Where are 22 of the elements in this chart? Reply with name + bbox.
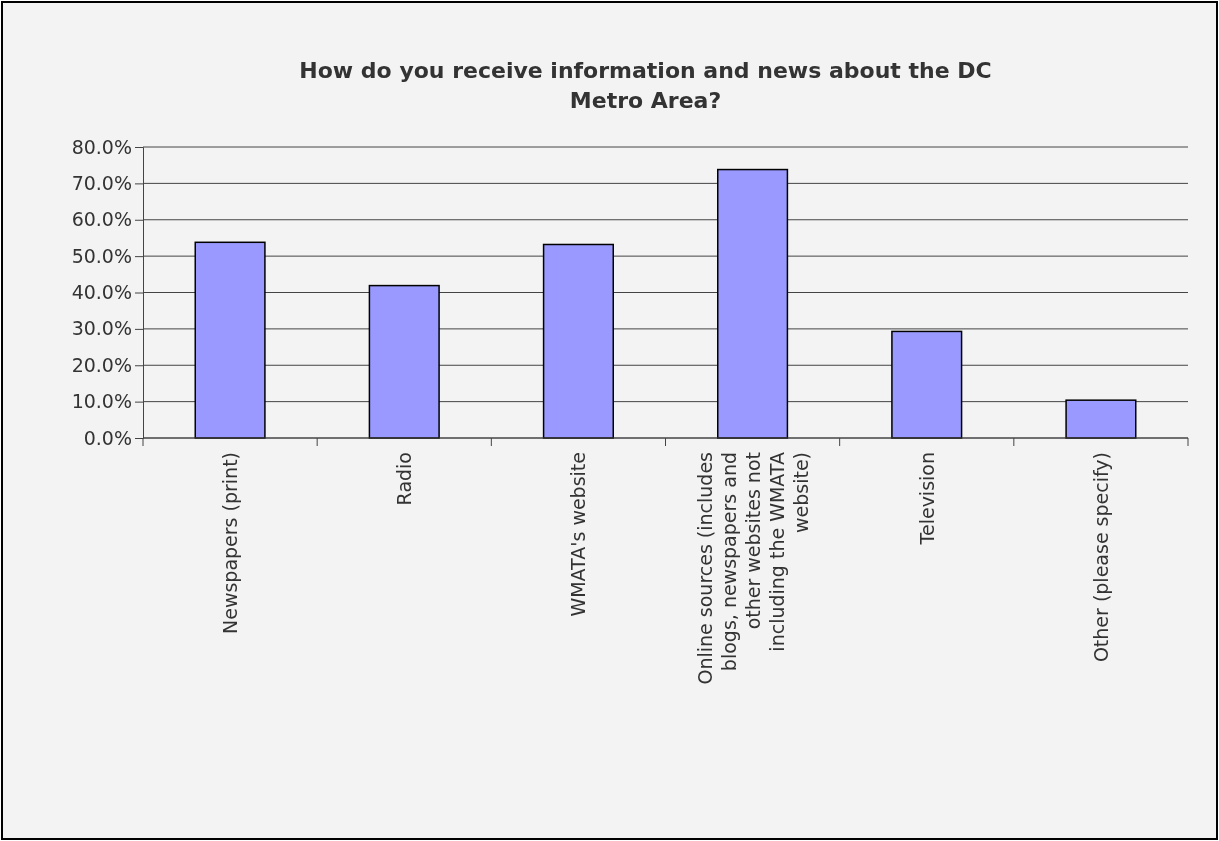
bar [891, 330, 963, 439]
y-tick-label: 70.0% [71, 171, 132, 194]
y-tick-label: 0.0% [83, 426, 132, 449]
bar [1065, 399, 1137, 439]
x-tick-label: Radio [393, 452, 416, 506]
x-tick-label: Newspapers (print) [219, 452, 242, 635]
x-tick-label: WMATA's website [567, 452, 590, 617]
x-tick-label: Other (please specify) [1089, 452, 1112, 663]
y-tick-label: 10.0% [71, 390, 132, 413]
chart-title: How do you receive information and news about the DC Metro Area? [299, 58, 992, 113]
y-tick-label: 50.0% [71, 244, 132, 267]
bar [542, 243, 614, 439]
bar [717, 168, 789, 439]
x-tick-label: Television [915, 452, 938, 546]
y-tick-label: 60.0% [71, 208, 132, 231]
x-tick-label: Online sources (includes blogs, newspapers and other websites not including the WMATA website) [693, 452, 812, 685]
bar [368, 284, 440, 439]
y-tick-label: 40.0% [71, 281, 132, 304]
bar [194, 241, 266, 439]
y-tick-label: 30.0% [71, 317, 132, 340]
y-tick-label: 80.0% [71, 135, 132, 158]
y-tick-label: 20.0% [71, 353, 132, 376]
